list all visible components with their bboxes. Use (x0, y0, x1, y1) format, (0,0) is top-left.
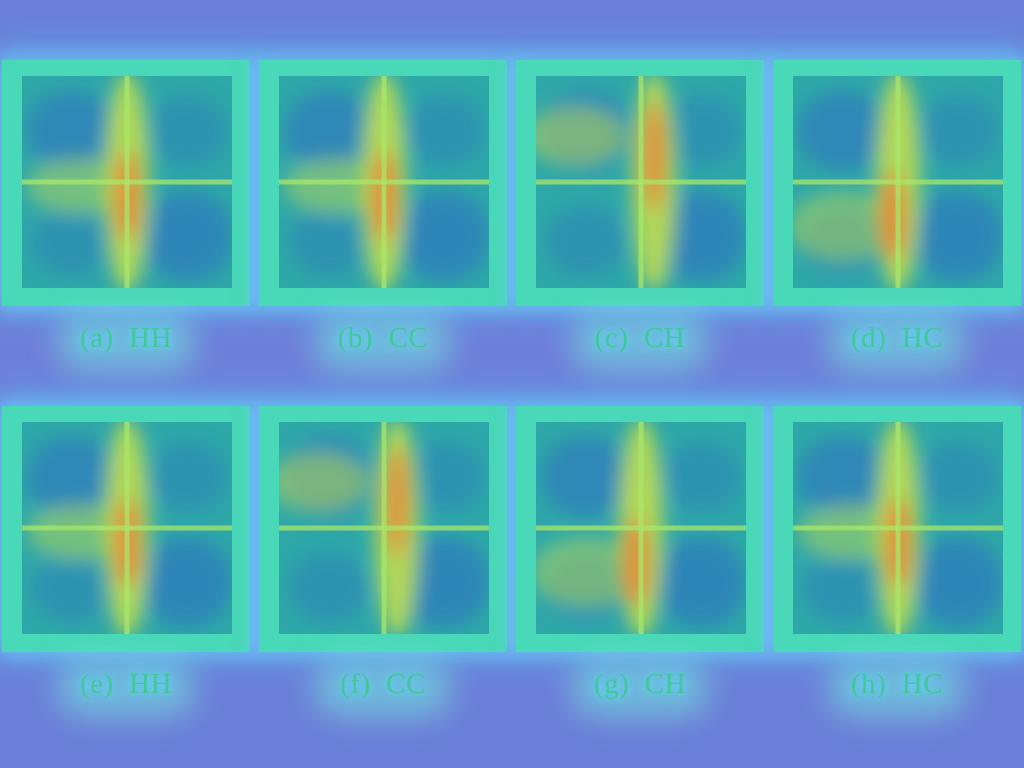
caption-letter: (c) (594, 322, 629, 354)
heatmap-panel (259, 406, 507, 652)
cold-region (803, 552, 883, 622)
caption-label: HC (901, 322, 944, 354)
cold-region (918, 442, 998, 512)
heatmap-image (793, 76, 1003, 288)
caption-glow (56, 312, 196, 372)
heatmap-panel (2, 60, 250, 306)
heatmap-canvas (793, 422, 1003, 634)
heatmap-image (536, 422, 746, 634)
cold-region (913, 537, 1003, 627)
cold-region (27, 91, 117, 171)
caption-letter: (g) (593, 668, 630, 700)
cold-region (399, 537, 489, 627)
panel-caption: (c) CH (516, 322, 764, 355)
heatmap-panel (516, 60, 764, 306)
caption-label: HH (129, 668, 173, 700)
warm-region (536, 537, 641, 607)
heatmap-canvas (793, 76, 1003, 288)
caption-letter: (b) (337, 322, 374, 354)
caption-glow (56, 658, 196, 718)
panel-caption: (h) HC (773, 668, 1021, 701)
caption-glow (570, 312, 710, 372)
cold-region (404, 442, 484, 512)
heatmap-image (22, 422, 232, 634)
caption-glow (313, 312, 453, 372)
caption-label: HC (901, 668, 944, 700)
caption-glow (313, 658, 453, 718)
heatmap-image (279, 422, 489, 634)
caption-glow (570, 658, 710, 718)
cold-region (27, 437, 117, 517)
panel-caption: (d) HC (773, 322, 1021, 355)
cold-region (32, 206, 112, 276)
warm-region (279, 452, 369, 512)
heatmap-image (536, 76, 746, 288)
caption-label: CH (644, 668, 687, 700)
heatmap-panel (773, 60, 1021, 306)
hot-region (385, 447, 409, 557)
heatmap-panel (773, 406, 1021, 652)
warm-region (27, 504, 137, 560)
caption-label: HH (129, 322, 173, 354)
heatmap-panel (259, 60, 507, 306)
cold-region (399, 191, 489, 281)
warm-region (27, 158, 137, 214)
heatmap-panel (2, 406, 250, 652)
heatmap-canvas (22, 422, 232, 634)
cold-region (546, 206, 626, 276)
cold-region (289, 206, 369, 276)
caption-glow (827, 658, 967, 718)
caption-letter: (h) (850, 668, 887, 700)
heatmap-canvas (279, 422, 489, 634)
cold-region (798, 437, 888, 517)
cold-region (147, 96, 227, 166)
warm-region (798, 504, 908, 560)
cold-region (142, 191, 232, 281)
cold-region (284, 91, 374, 171)
heatmap-image (279, 76, 489, 288)
cold-region (404, 96, 484, 166)
cold-region (142, 537, 232, 627)
caption-letter: (d) (850, 322, 887, 354)
panel-caption: (b) CC (259, 322, 507, 355)
heatmap-canvas (22, 76, 232, 288)
heatmap-canvas (536, 422, 746, 634)
panel-caption: (a) HH (2, 322, 250, 355)
cold-region (289, 552, 369, 622)
cold-region (918, 96, 998, 166)
cold-region (656, 537, 746, 627)
warm-region (284, 158, 394, 214)
caption-letter: (e) (79, 668, 114, 700)
heatmap-panel (516, 406, 764, 652)
panel-caption: (g) CH (516, 668, 764, 701)
heatmap-image (22, 76, 232, 288)
panel-caption: (f) CC (259, 668, 507, 701)
caption-label: CC (386, 668, 426, 700)
cold-region (661, 96, 741, 166)
heatmap-image (793, 422, 1003, 634)
warm-region (536, 106, 626, 166)
caption-letter: (a) (79, 322, 114, 354)
heatmap-canvas (536, 76, 746, 288)
cold-region (147, 442, 227, 512)
warm-region (793, 191, 898, 261)
caption-label: CH (643, 322, 686, 354)
cold-region (661, 442, 741, 512)
cold-region (541, 437, 631, 517)
heatmap-canvas (279, 76, 489, 288)
cold-region (656, 191, 746, 281)
cold-region (798, 91, 888, 171)
caption-letter: (f) (340, 668, 371, 700)
panel-caption: (e) HH (2, 668, 250, 701)
cold-region (32, 552, 112, 622)
cold-region (913, 191, 1003, 281)
hot-region (642, 101, 666, 211)
caption-glow (827, 312, 967, 372)
caption-label: CC (388, 322, 429, 354)
